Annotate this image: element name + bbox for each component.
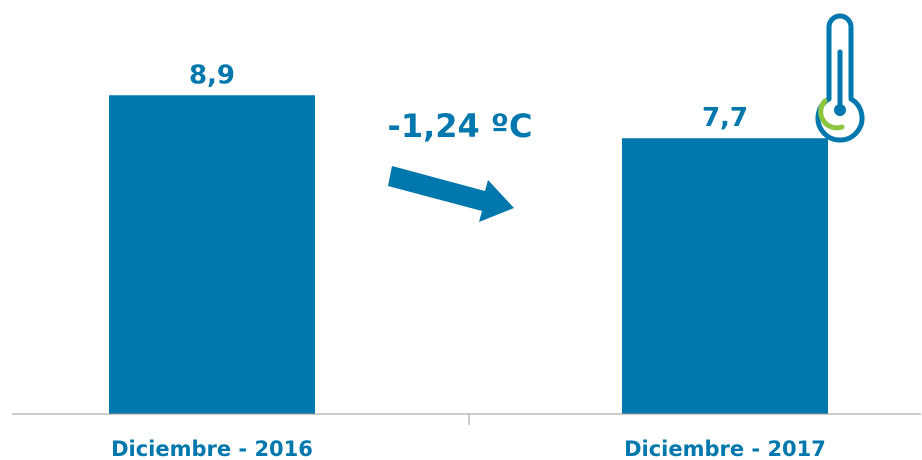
bar-diciembre-2017 — [622, 138, 828, 414]
bar-value-label-2017: 7,7 — [702, 103, 748, 133]
bar-diciembre-2016 — [109, 95, 315, 415]
arrow-down-right-icon — [388, 166, 514, 222]
thermometer-icon — [815, 13, 865, 143]
x-tick-label-2017: Diciembre - 2017 — [624, 437, 826, 460]
x-tick-label-2016: Diciembre - 2016 — [111, 437, 313, 460]
bar-value-label-2016: 8,9 — [189, 60, 235, 90]
temperature-change-annotation: -1,24 ºC — [388, 107, 533, 145]
